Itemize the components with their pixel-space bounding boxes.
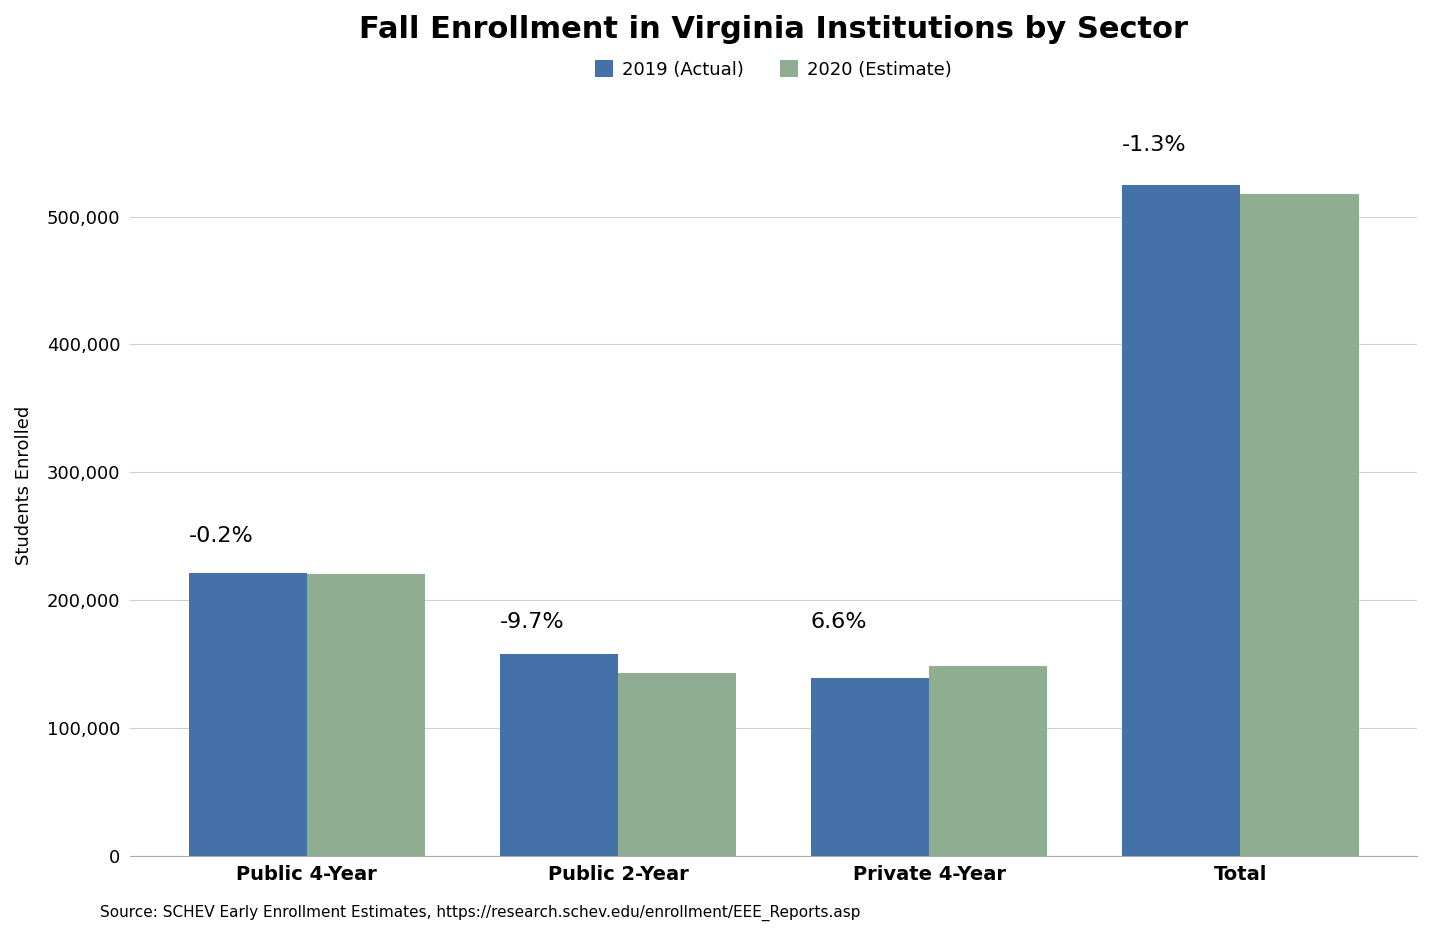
Text: -0.2%: -0.2% <box>189 527 253 546</box>
Bar <box>306 574 425 856</box>
Text: -1.3%: -1.3% <box>1123 135 1187 156</box>
Title: Fall Enrollment in Virginia Institutions by Sector: Fall Enrollment in Virginia Institutions… <box>359 15 1189 44</box>
Text: -9.7%: -9.7% <box>500 612 564 632</box>
Legend: 2019 (Actual), 2020 (Estimate): 2019 (Actual), 2020 (Estimate) <box>596 61 952 78</box>
Y-axis label: Students Enrolled: Students Enrolled <box>14 405 33 565</box>
Bar <box>619 673 736 856</box>
Bar <box>929 666 1047 856</box>
Bar <box>1123 185 1240 856</box>
Bar <box>1240 194 1359 856</box>
Bar <box>811 678 929 856</box>
Bar <box>189 573 306 856</box>
Text: 6.6%: 6.6% <box>811 612 868 632</box>
Text: Source: SCHEV Early Enrollment Estimates, https://research.schev.edu/enrollment/: Source: SCHEV Early Enrollment Estimates… <box>100 905 861 921</box>
Bar <box>500 653 619 856</box>
